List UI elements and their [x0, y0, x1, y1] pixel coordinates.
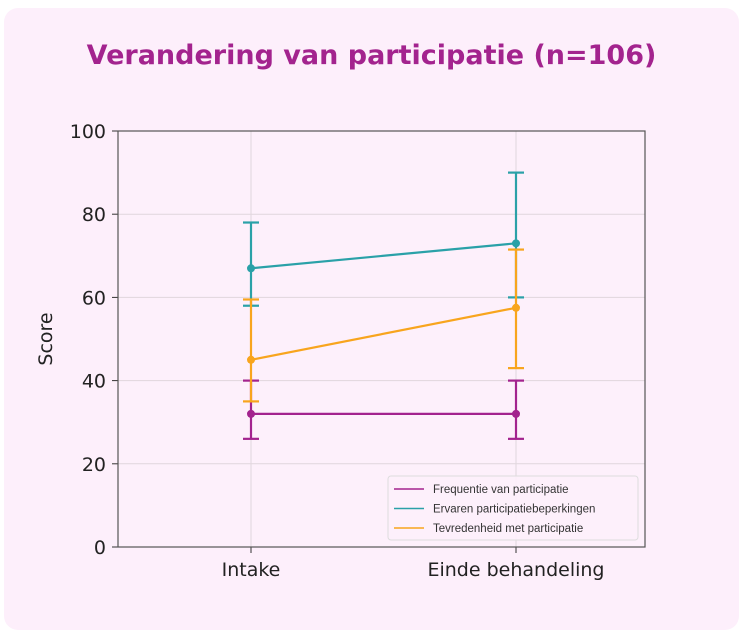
data-point — [247, 355, 255, 364]
y-tick-label: 60 — [82, 287, 106, 309]
y-tick-label: 80 — [82, 204, 106, 226]
chart-title: Verandering van participatie (n=106) — [86, 40, 657, 71]
x-tick-label: Einde behandeling — [427, 559, 604, 581]
plot-frame — [117, 130, 646, 548]
series-ervaren-participatiebeperkingen — [243, 171, 524, 307]
series-tevredenheid-met-participatie — [243, 248, 524, 403]
y-tick-label: 20 — [82, 454, 106, 476]
data-point — [247, 264, 255, 273]
data-point — [512, 409, 520, 418]
x-tick-label: Intake — [222, 559, 281, 581]
legend-label: Frequentie van participatie — [433, 484, 569, 496]
y-tick-label: 0 — [94, 537, 106, 559]
legend-label: Ervaren participatiebeperkingen — [433, 504, 595, 516]
y-tick-label: 40 — [82, 371, 106, 393]
legend-box — [387, 475, 639, 541]
data-point — [512, 239, 520, 248]
legend-label: Tevredenheid met participatie — [433, 523, 583, 535]
series-line — [250, 306, 517, 361]
data-point — [512, 303, 520, 312]
y-axis-label: Score — [35, 312, 57, 365]
y-tick-label: 100 — [70, 121, 106, 143]
series-line — [250, 242, 517, 270]
data-point — [247, 409, 255, 418]
legend: Frequentie van participatie Ervaren parti… — [387, 475, 639, 541]
